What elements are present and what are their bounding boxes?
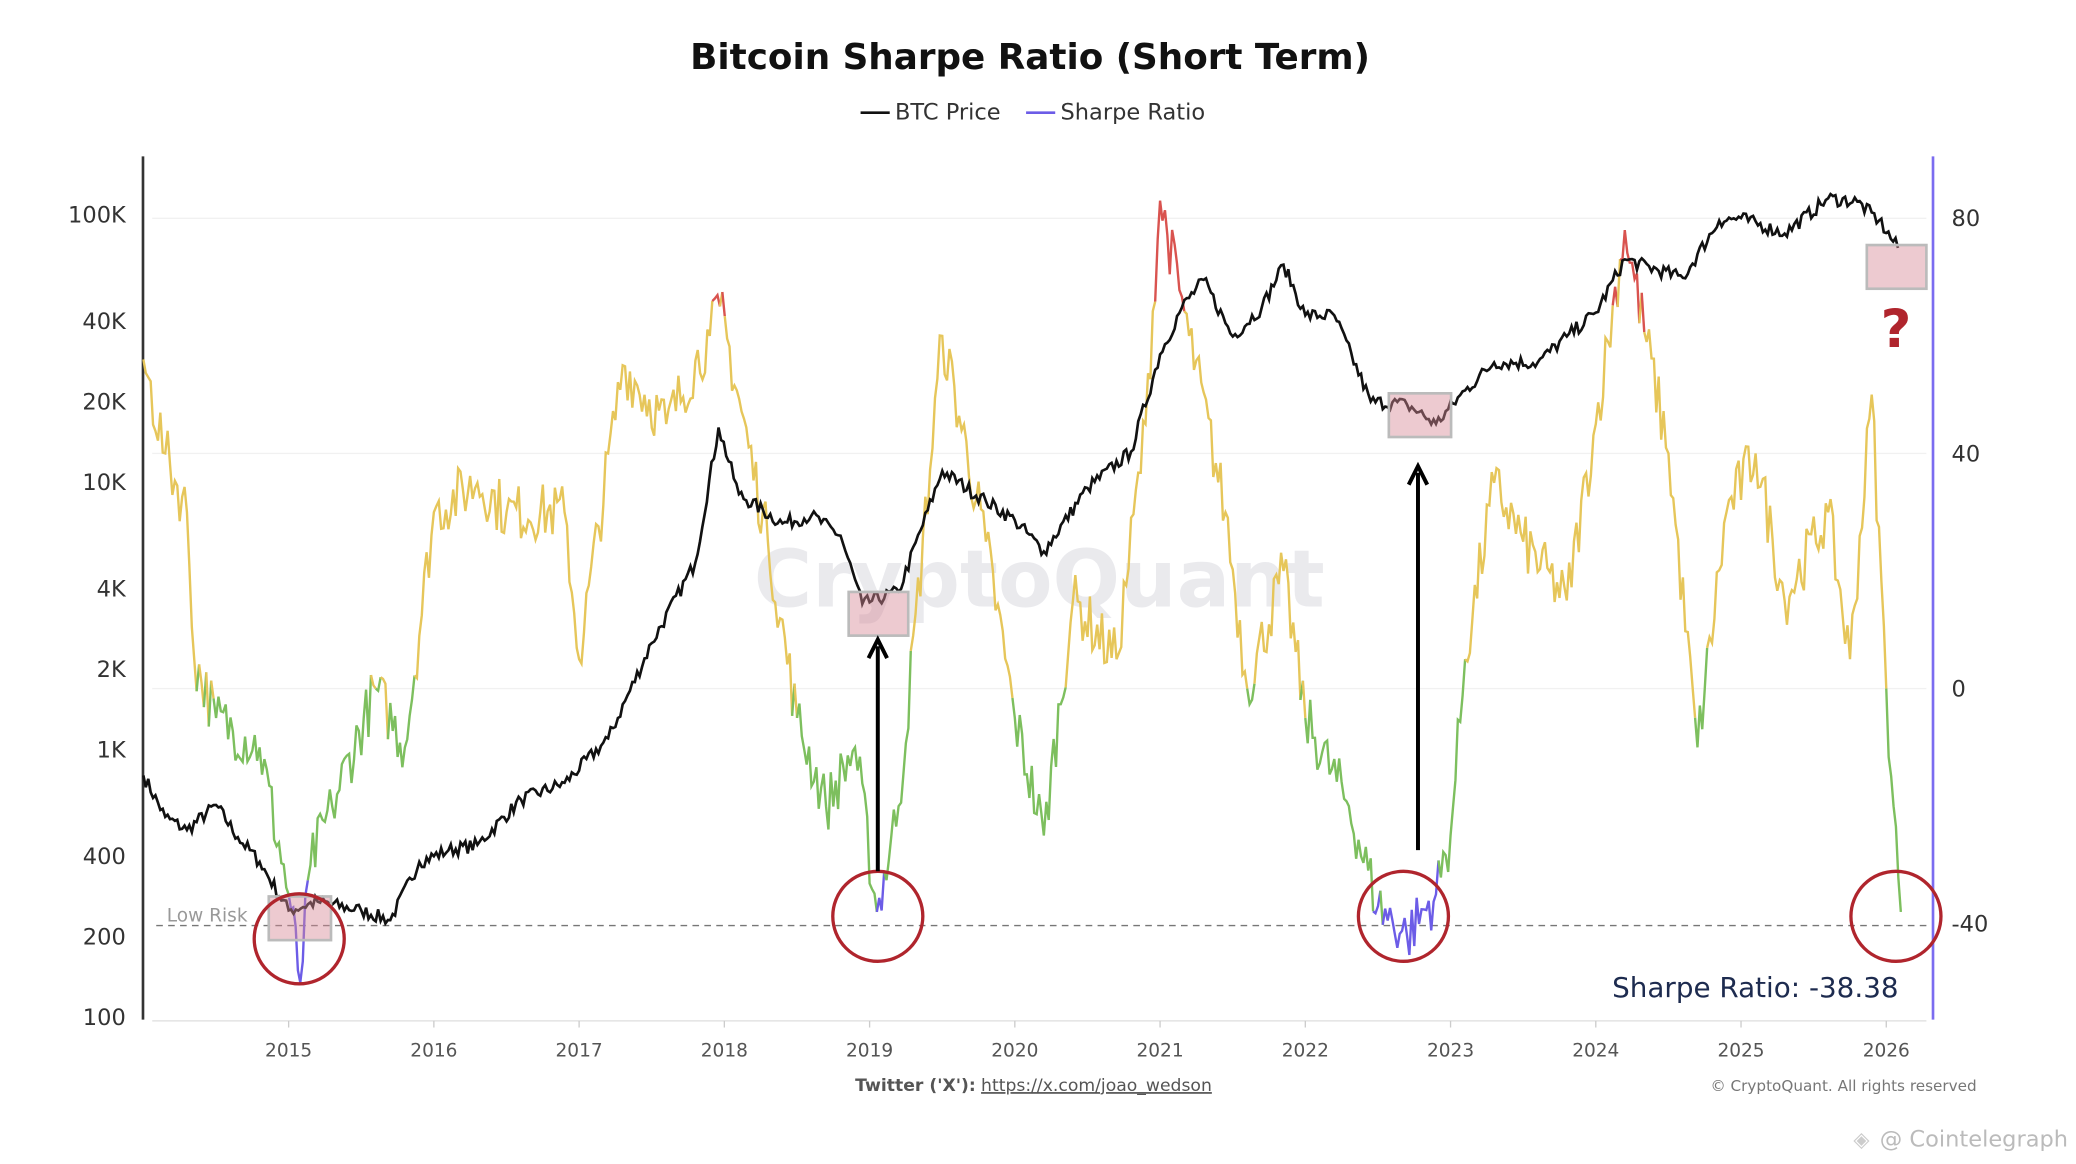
arrow-2022-head: [1406, 461, 1430, 486]
arrow-2019-head: [866, 635, 889, 660]
sharpe-segment-neutral: [1616, 259, 1622, 308]
annotations: ? Sharpe Ratio: -38.38: [252, 243, 1943, 1004]
sharpe-segment-neutral: [1301, 680, 1307, 719]
x-tick-label: 2022: [1282, 1041, 1329, 1062]
sharpe-segment-low: [212, 696, 290, 895]
sharpe-segment-extreme-low: [1372, 890, 1382, 916]
sharpe-segment-neutral: [1064, 301, 1157, 688]
highlight-box-2015: [267, 895, 333, 942]
sharpe-segment-neutral: [209, 680, 215, 699]
current-sharpe-label: Sharpe Ratio: -38.38: [1612, 971, 1898, 1004]
x-tick-label: 2017: [556, 1041, 603, 1062]
sharpe-segment-neutral: [1183, 310, 1249, 689]
chart-title: Bitcoin Sharpe Ratio (Short Term): [690, 37, 1370, 78]
grid: [152, 217, 1927, 690]
left-tick-label: 100: [83, 1005, 126, 1031]
sharpe-segment-low: [1011, 687, 1067, 836]
sharpe-segment-low: [883, 650, 912, 881]
sharpe-segment-low: [1437, 659, 1467, 878]
sharpe-segment-neutral: [379, 676, 390, 740]
right-axis-ticks: 80 40 0 -40: [1952, 206, 1989, 937]
copyright: © CryptoQuant. All rights reserved: [1710, 1077, 1976, 1095]
sharpe-segment-low: [306, 675, 373, 881]
circle-2015: [252, 892, 346, 986]
x-tick-label: 2023: [1427, 1041, 1474, 1062]
source-credit: @ Cointelegraph: [1880, 1127, 2068, 1153]
left-tick-label: 40K: [82, 309, 127, 335]
highlight-box-2026: [1865, 243, 1928, 291]
sharpe-segment-neutral: [197, 664, 206, 708]
btc-price-line: [142, 192, 1900, 927]
sharpe-ratio-series: [142, 200, 1903, 983]
right-tick-label: 80: [1952, 206, 1981, 232]
sharpe-segment-low: [1379, 890, 1384, 925]
x-tick-label: 2018: [701, 1041, 748, 1062]
left-tick-label: 4K: [97, 576, 127, 602]
sharpe-segment-neutral: [1643, 329, 1697, 718]
left-tick-label: 2K: [97, 657, 127, 683]
left-tick-label: 100K: [68, 203, 127, 229]
sharpe-segment-neutral: [1464, 305, 1614, 664]
right-tick-label: 0: [1952, 677, 1966, 703]
legend: BTC Price Sharpe Ratio: [860, 99, 1206, 125]
sharpe-segment-neutral: [142, 359, 198, 692]
x-tick-label: 2021: [1137, 1041, 1184, 1062]
x-tick-label: 2019: [846, 1041, 893, 1062]
sharpe-segment-neutral: [793, 683, 799, 719]
sharpe-segment-low: [386, 675, 416, 768]
left-tick-label: 1K: [97, 737, 127, 763]
left-tick-label: 10K: [82, 470, 127, 496]
cointelegraph-icon: ◈: [1853, 1129, 1870, 1152]
sharpe-segment-low: [374, 676, 382, 693]
sharpe-segment-high: [721, 291, 726, 317]
circle-2026: [1849, 869, 1943, 963]
twitter-label: Twitter ('X'):: [855, 1076, 976, 1096]
circle-2019: [831, 869, 925, 963]
x-tick-label: 2024: [1572, 1041, 1619, 1062]
right-tick-label: 40: [1952, 441, 1981, 467]
sharpe-segment-neutral: [1253, 552, 1302, 701]
btc-price-series: [142, 192, 1900, 927]
x-tick-label: 2025: [1717, 1041, 1764, 1062]
question-mark: ?: [1881, 299, 1912, 360]
sharpe-segment-low: [795, 703, 879, 913]
sharpe-segment-low: [1885, 688, 1903, 913]
sharpe-segment-low: [1246, 683, 1256, 708]
legend-sharpe-label: Sharpe Ratio: [1061, 99, 1206, 125]
right-tick-label: -40: [1952, 912, 1989, 938]
highlight-box-2022: [1387, 392, 1453, 439]
sharpe-segment-high: [711, 292, 722, 307]
sharpe-segment-neutral: [413, 300, 714, 682]
sharpe-segment-high: [1619, 229, 1641, 324]
sharpe-segment-low: [1304, 699, 1375, 912]
sharpe-segment-neutral: [723, 316, 794, 716]
x-tick-label: 2026: [1863, 1041, 1910, 1062]
sharpe-segment-extreme-low: [1381, 860, 1440, 956]
sharpe-segment-neutral: [909, 334, 1014, 699]
sharpe-segment-high: [1640, 292, 1646, 333]
left-axis-ticks: 100K 40K 20K 10K 4K 2K 1K 400 200 100: [68, 203, 127, 1031]
x-tick-label: 2020: [991, 1041, 1038, 1062]
sharpe-segment-high: [1153, 200, 1186, 312]
x-tick-label: 2015: [265, 1041, 312, 1062]
twitter-link[interactable]: https://x.com/joao_wedson: [981, 1076, 1212, 1096]
highlight-box-2019: [847, 590, 910, 637]
sharpe-segment-neutral: [369, 674, 377, 690]
sharpe-segment-extreme-low: [875, 871, 886, 913]
left-tick-label: 20K: [82, 389, 127, 415]
sharpe-segment-low: [207, 680, 213, 727]
x-axis-ticks: 2015 2016 2017 2018 2019 2020 2021 2022 2023 2024…: [265, 1020, 1910, 1062]
legend-btc-label: BTC Price: [895, 99, 1001, 125]
sharpe-segment-low: [1693, 647, 1709, 748]
x-tick-label: 2016: [410, 1041, 457, 1062]
low-risk-label: Low Risk: [167, 906, 248, 927]
sharpe-segment-neutral: [1705, 394, 1888, 689]
left-tick-label: 200: [83, 924, 126, 950]
circle-2022: [1356, 869, 1451, 963]
left-tick-label: 400: [83, 844, 126, 870]
